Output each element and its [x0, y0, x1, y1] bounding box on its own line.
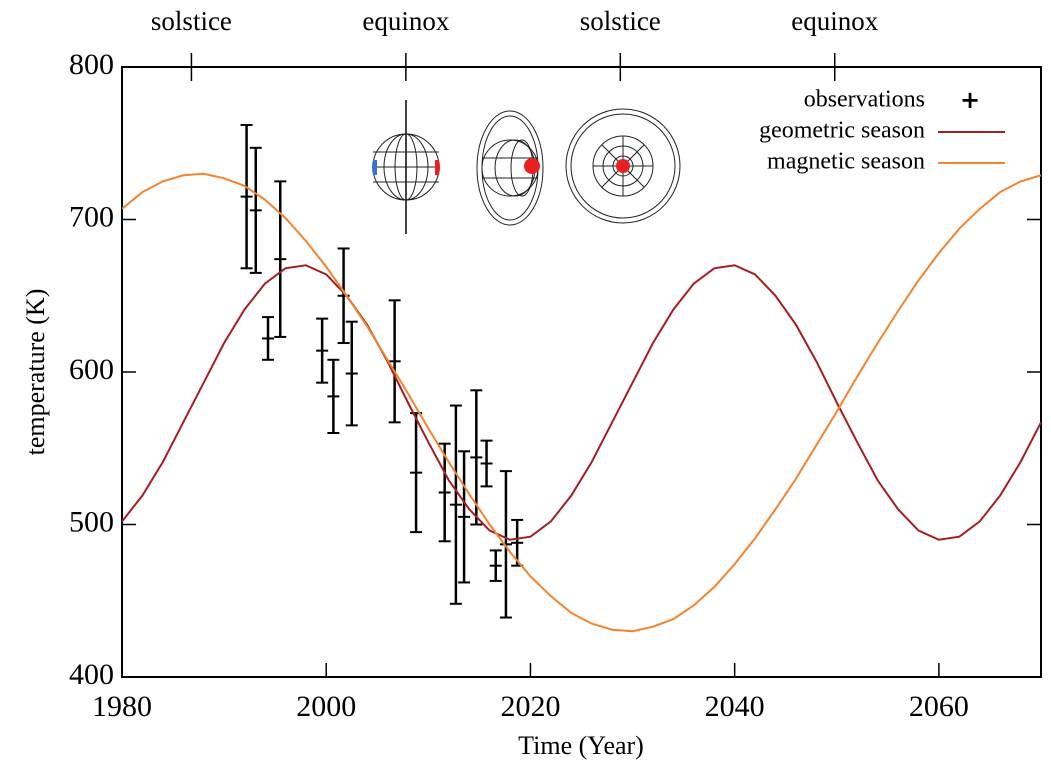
top-tick-label: equinox — [362, 6, 449, 36]
y-tick-label: 400 — [69, 658, 114, 691]
legend-label: magnetic season — [767, 149, 925, 175]
y-tick-label: 700 — [69, 200, 114, 233]
x-tick-label: 1980 — [92, 690, 152, 723]
x-tick-label: 2040 — [705, 690, 765, 723]
series-line — [121, 172, 1042, 633]
y-tick-label: 800 — [69, 48, 114, 81]
legend-marker: + — [960, 86, 980, 114]
x-tick-label: 2000 — [296, 690, 356, 723]
y-tick-label: 600 — [69, 353, 114, 386]
x-tick-label: 2020 — [500, 690, 560, 723]
top-tick-label: equinox — [791, 6, 878, 36]
legend-label: observations — [804, 87, 925, 113]
series-line — [121, 264, 1042, 541]
y-tick-label: 500 — [69, 505, 114, 538]
inset-illustration — [372, 100, 681, 234]
x-tick-label: 2060 — [909, 690, 969, 723]
top-tick-label: solstice — [580, 6, 661, 36]
top-tick-label: solstice — [151, 6, 232, 36]
x-axis-label: Time (Year) — [518, 731, 644, 760]
y-axis-label: temperature (K) — [21, 289, 50, 456]
legend-label: geometric season — [759, 118, 925, 144]
